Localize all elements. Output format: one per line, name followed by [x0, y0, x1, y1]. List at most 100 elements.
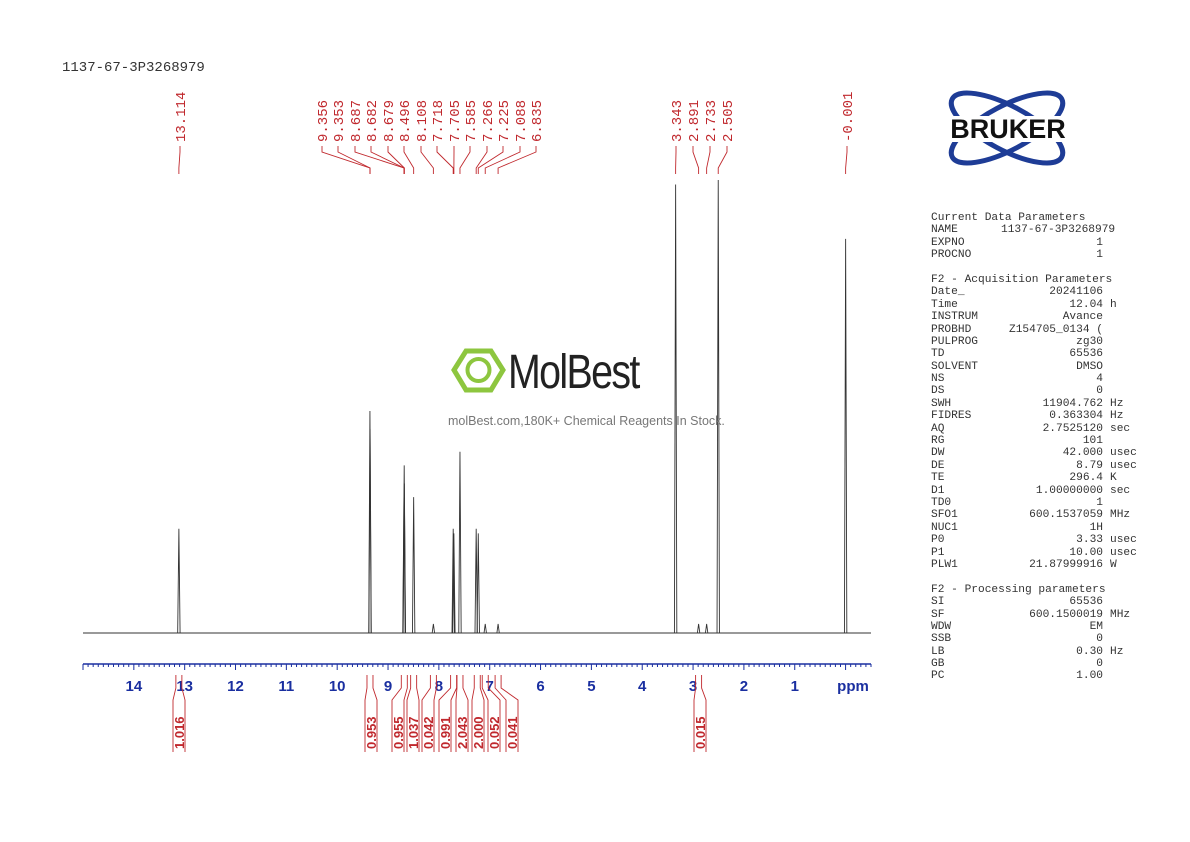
peak-label: 2.733 — [704, 100, 720, 142]
param-row: TD 65536 — [931, 348, 1137, 360]
tick-label: 1 — [791, 678, 799, 695]
param-key: DW — [931, 447, 945, 460]
param-value: DMSO — [1076, 360, 1103, 373]
param-key: SFO1 — [931, 509, 958, 522]
peak-label-leader — [420, 146, 434, 174]
param-row: PLW1 21.87999916 W — [931, 559, 1137, 571]
param-row: Date_ 20241106 — [931, 286, 1137, 298]
peak — [704, 623, 709, 634]
param-key: LB — [931, 645, 945, 658]
param-key: NAME — [931, 224, 958, 237]
peak-label-leader — [706, 146, 711, 174]
param-value: 3.33 — [1076, 534, 1103, 547]
param-row: P0 3.33 usec — [931, 534, 1137, 546]
peak-label: 2.891 — [687, 100, 703, 142]
peak-label: 8.682 — [365, 100, 381, 142]
param-value: EM — [1089, 620, 1103, 633]
param-unit: Hz — [1110, 645, 1124, 658]
integral-value: 0.991 — [438, 716, 453, 749]
param-value: 1.00000000 — [1035, 484, 1103, 497]
peak-labels: 13.114 9.356 9.353 8.687 8.682 8.679 8.496 8.10… — [174, 92, 857, 174]
param-unit: MHz — [1110, 509, 1131, 522]
tick-label: 9 — [384, 678, 392, 695]
peak — [843, 238, 848, 634]
param-value: 0 — [1096, 385, 1103, 398]
param-row: Time 12.04 h — [931, 299, 1137, 311]
param-row: GB 0 — [931, 658, 1137, 670]
param-unit — [1103, 361, 1110, 373]
peak-label-leader — [717, 146, 728, 174]
param-key: RG — [931, 435, 945, 448]
param-value: 65536 — [1069, 348, 1103, 361]
param-value: 1 — [1096, 249, 1103, 262]
axis-label: ppm — [837, 678, 869, 695]
peak — [483, 623, 487, 634]
param-key: PROCNO — [931, 249, 972, 262]
param-value: 0.363304 — [1049, 410, 1103, 423]
integral-bracket — [421, 675, 437, 752]
tick-label: 6 — [536, 678, 544, 695]
param-value: 12.04 — [1069, 298, 1103, 311]
integrals: 1.016 0.953 0.955 1.037 0.042 0.991 2.043 2.000… — [172, 675, 708, 752]
param-unit — [1103, 385, 1110, 397]
peak — [368, 429, 372, 634]
integral-value: 1.016 — [172, 716, 187, 749]
param-row: TD0 1 — [931, 497, 1137, 509]
param-value: 0.30 — [1076, 645, 1103, 658]
param-value: zg30 — [1076, 335, 1103, 348]
peak-label: 7.585 — [464, 100, 480, 142]
param-value: 1 — [1096, 496, 1103, 509]
peak-label-leader — [337, 146, 371, 174]
param-row: WDW EM — [931, 621, 1137, 633]
param-key: SI — [931, 596, 945, 609]
peak-label-leader — [321, 146, 371, 174]
param-row: PC 1.00 — [931, 670, 1137, 682]
param-unit — [1103, 336, 1110, 348]
integral-value: 2.043 — [455, 716, 470, 749]
bruker-logo-text: BRUKER — [950, 114, 1066, 144]
param-value: 0 — [1096, 633, 1103, 646]
integral-bracket — [494, 675, 519, 752]
param-value: 11904.762 — [1042, 397, 1103, 410]
tick-label: 12 — [227, 678, 244, 695]
param-section-heading: F2 - Processing parameters — [931, 583, 1106, 596]
peak-label-leader — [477, 146, 504, 174]
param-row: D1 1.00000000 sec — [931, 485, 1137, 497]
peak-label: 7.088 — [514, 100, 530, 142]
tick-label: 13 — [176, 678, 193, 695]
param-unit — [1103, 286, 1110, 298]
watermark-subtitle: molBest.com,180K+ Chemical Reagents In S… — [448, 414, 725, 428]
param-row: DS 0 — [931, 385, 1137, 397]
peak-label: 13.114 — [174, 92, 190, 142]
param-row: SSB 0 — [931, 633, 1137, 645]
param-key: D1 — [931, 484, 945, 497]
param-unit: sec — [1110, 484, 1131, 497]
param-key: FIDRES — [931, 410, 972, 423]
peak-label-leader — [845, 146, 848, 174]
peak — [402, 483, 407, 634]
peak — [452, 533, 456, 634]
param-key: TE — [931, 472, 945, 485]
spectrum-trace — [83, 179, 871, 634]
peak-label: 9.356 — [316, 100, 332, 142]
param-value: 600.1500019 — [1029, 608, 1103, 621]
param-key: TD — [931, 348, 945, 361]
integral-bracket — [364, 675, 378, 752]
param-value: 1H — [1089, 521, 1103, 534]
param-value: 21.87999916 — [1029, 558, 1103, 571]
integral-bracket — [172, 675, 186, 752]
watermark-name: MolBest — [508, 346, 640, 399]
molbest-logo-icon — [451, 348, 506, 393]
peak-label: 7.266 — [481, 100, 497, 142]
param-row: NUC1 1H — [931, 522, 1137, 534]
param-unit — [1103, 237, 1110, 249]
integral-value: 0.042 — [421, 716, 436, 749]
param-unit — [1103, 596, 1110, 608]
x-axis: 14 13 12 11 10 9 8 7 6 5 4 3 2 1 ppm — [82, 663, 872, 695]
param-unit: usec — [1110, 447, 1137, 460]
param-unit — [1103, 621, 1110, 633]
param-key: NS — [931, 373, 945, 386]
param-value: 4 — [1096, 373, 1103, 386]
param-unit — [1103, 373, 1110, 385]
param-row: SWH 11904.762 Hz — [931, 398, 1137, 410]
